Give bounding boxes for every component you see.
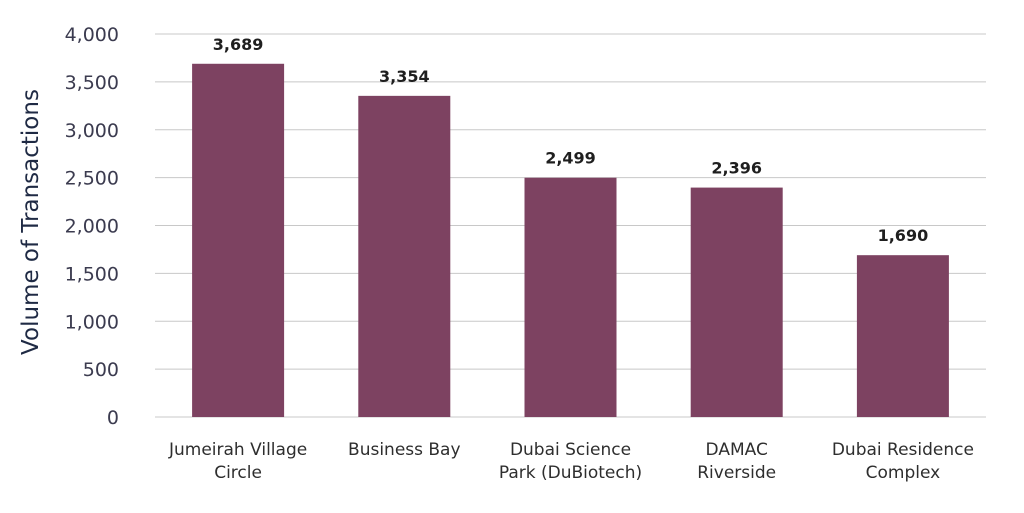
data-label: 3,689 — [213, 35, 264, 54]
y-axis-title: Volume of Transactions — [18, 89, 44, 355]
y-axis-ticks: 0 500 1,000 1,500 2,000 2,500 3,000 3,500 4,000 — [65, 24, 119, 429]
bar — [856, 255, 949, 417]
data-label: 1,690 — [878, 226, 929, 245]
y-tick-label: 2,000 — [65, 216, 119, 238]
y-tick-label: 1,500 — [65, 263, 119, 285]
x-category-label: Dubai Residence Complex — [832, 440, 974, 483]
data-label: 2,499 — [545, 149, 596, 168]
bars — [192, 63, 949, 418]
y-tick-label: 1,000 — [65, 311, 119, 333]
y-tick-label: 4,000 — [65, 24, 119, 46]
bar — [192, 63, 285, 417]
data-label: 2,396 — [711, 159, 762, 178]
x-category-label: Dubai Science Park (DuBiotech) — [499, 440, 642, 483]
bar — [358, 95, 451, 418]
y-tick-label: 3,500 — [65, 72, 119, 94]
bar — [524, 177, 617, 417]
x-category-label: Jumeirah Village Circle — [168, 440, 307, 483]
x-category-label: DAMAC Riverside — [697, 440, 776, 483]
x-category-label: Business Bay — [348, 440, 461, 460]
bar — [690, 187, 783, 417]
y-tick-label: 500 — [83, 359, 119, 381]
data-labels: 3,689 3,354 2,499 2,396 1,690 — [213, 35, 928, 245]
x-axis-labels: Jumeirah Village Circle Business Bay Dubai … — [168, 440, 974, 483]
y-tick-label: 2,500 — [65, 168, 119, 190]
data-label: 3,354 — [379, 67, 430, 86]
y-tick-label: 3,000 — [65, 120, 119, 142]
y-tick-label: 0 — [107, 407, 119, 429]
